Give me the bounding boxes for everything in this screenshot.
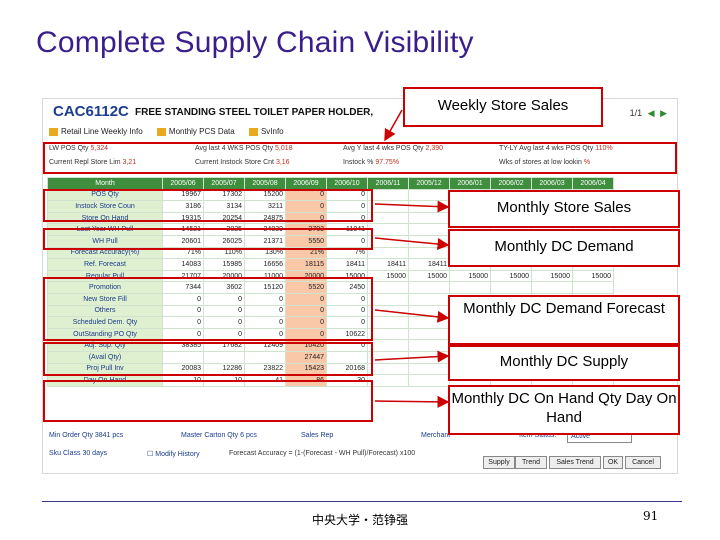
table-cell: 12286 bbox=[203, 362, 245, 376]
prev-arrow-icon[interactable]: ◀ bbox=[647, 108, 655, 118]
callout-monthly-dc-on-hand: Monthly DC On Hand Qty Day On Hand bbox=[448, 385, 680, 435]
table-cell: 0 bbox=[326, 234, 368, 248]
table-cell: 21371 bbox=[244, 234, 286, 248]
table-cell: 18411 bbox=[326, 258, 368, 271]
supply-button[interactable]: Supply bbox=[483, 456, 515, 469]
column-header: 2005/07 bbox=[203, 177, 245, 190]
callout-monthly-store-sales: Monthly Store Sales bbox=[448, 190, 680, 228]
slide-title: Complete Supply Chain Visibility bbox=[36, 26, 474, 59]
column-header: 2006/10 bbox=[326, 177, 368, 190]
merchant: Merchant bbox=[421, 432, 451, 439]
table-cell: 0 bbox=[326, 200, 368, 213]
pager-label: 1/1 bbox=[629, 108, 643, 118]
column-header: 2005/06 bbox=[162, 177, 204, 190]
callout-monthly-dc-demand-forecast: Monthly DC Demand Forecast bbox=[448, 295, 680, 345]
sales-rep: Sales Rep bbox=[301, 432, 334, 439]
ok-button[interactable]: OK bbox=[603, 456, 623, 469]
table-cell: 0 bbox=[285, 292, 327, 306]
callout-monthly-dc-demand: Monthly DC Demand bbox=[448, 229, 680, 267]
callout-monthly-dc-supply: Monthly DC Supply bbox=[448, 345, 680, 381]
table-cell bbox=[408, 223, 450, 236]
product-name: FREE STANDING STEEL TOILET PAPER HOLDER, bbox=[135, 107, 374, 118]
dc-demand-highlight bbox=[43, 228, 373, 250]
item-status-label: Item Status: bbox=[519, 432, 557, 439]
table-cell bbox=[408, 211, 450, 225]
trend-button[interactable]: Trend bbox=[515, 456, 547, 469]
weekly-info-highlight bbox=[43, 142, 677, 174]
column-header: 2006/01 bbox=[449, 177, 491, 190]
table-cell bbox=[408, 374, 450, 387]
store-sales-highlight bbox=[43, 189, 373, 222]
table-cell: 26025 bbox=[203, 234, 245, 248]
sales-trend-button[interactable]: Sales Trend bbox=[549, 456, 601, 469]
forecast-accuracy-formula: Forecast Accuracy = (1-(Forecast - WH Pu… bbox=[229, 450, 416, 457]
column-header: 2005/12 bbox=[408, 177, 450, 190]
row-label: POS Qty bbox=[47, 188, 163, 202]
dc-on-hand-highlight bbox=[43, 380, 373, 422]
folder-icon bbox=[248, 127, 258, 136]
column-header: 2006/04 bbox=[572, 177, 614, 190]
table-cell: 0 bbox=[162, 316, 204, 329]
master-carton-qty: Master Carton Qty 6 pcs bbox=[181, 432, 257, 439]
column-header: 2006/03 bbox=[531, 177, 573, 190]
sku-class: Sku Class 30 days bbox=[49, 450, 107, 457]
min-order-qty: Min Order Qty 3841 pcs bbox=[49, 432, 124, 439]
arrow-dc-supply bbox=[374, 350, 450, 363]
tab-monthly-pcs-data[interactable]: Monthly PCS Data bbox=[156, 127, 235, 136]
folder-icon bbox=[156, 127, 166, 136]
cancel-button[interactable]: Cancel bbox=[625, 456, 661, 469]
table-cell: 18411 bbox=[367, 258, 409, 271]
info-row: LW POS Qty 5,324 Avg last 4 WKS POS Qty … bbox=[49, 145, 613, 152]
dc-demand-forecast-highlight bbox=[43, 277, 373, 341]
product-id: CAC6112C bbox=[53, 103, 129, 120]
footer-text: 中央大学・范铮强 bbox=[311, 513, 408, 527]
table-header-row: Month 2005/06 2005/07 2005/08 2006/09 2006/10… bbox=[47, 177, 614, 190]
table-cell: 3211 bbox=[244, 200, 286, 213]
arrow-dc-onhand bbox=[374, 395, 450, 408]
info-row: Current Repl Store Lim 3,21 Current Inst… bbox=[49, 159, 591, 166]
pager: 1/1 ◀ ▶ bbox=[627, 108, 667, 119]
table-cell: 0 bbox=[244, 327, 286, 341]
table-row: Regular Pull 21707 20000 11000 20000 15000 150… bbox=[47, 269, 614, 283]
folder-icon bbox=[49, 127, 58, 136]
table-cell: 0 bbox=[203, 316, 245, 329]
column-header: 2006/11 bbox=[367, 177, 409, 190]
dc-supply-highlight bbox=[43, 342, 373, 376]
column-header-month: Month bbox=[47, 177, 163, 190]
callout-weekly-store-sales: Weekly Store Sales bbox=[403, 87, 603, 127]
tab-svinfo[interactable]: SvInfo bbox=[248, 127, 284, 136]
table-cell: 3186 bbox=[162, 200, 204, 213]
footer-rule bbox=[42, 501, 682, 502]
tab-retail-line-weekly-info[interactable]: Retail Line Weekly Info bbox=[49, 127, 143, 136]
tab-bar: Retail Line Weekly Info Monthly PCS Data… bbox=[49, 127, 296, 136]
column-header: 2006/02 bbox=[490, 177, 532, 190]
page-number: 91 bbox=[643, 509, 659, 523]
table-cell bbox=[367, 211, 409, 225]
modify-history-checkbox[interactable]: ☐ Modify History bbox=[147, 451, 200, 458]
arrow-dc-demand bbox=[374, 237, 450, 250]
table-cell: 5550 bbox=[285, 234, 327, 248]
row-label: WH Pull bbox=[47, 234, 163, 248]
arrow-dc-forecast bbox=[374, 309, 450, 323]
weekly-info-panel: LW POS Qty 5,324 Avg last 4 WKS POS Qty … bbox=[47, 142, 673, 174]
next-arrow-icon[interactable]: ▶ bbox=[660, 108, 667, 118]
arrow-store-sales bbox=[374, 200, 450, 213]
arrow-weekly bbox=[384, 109, 403, 142]
